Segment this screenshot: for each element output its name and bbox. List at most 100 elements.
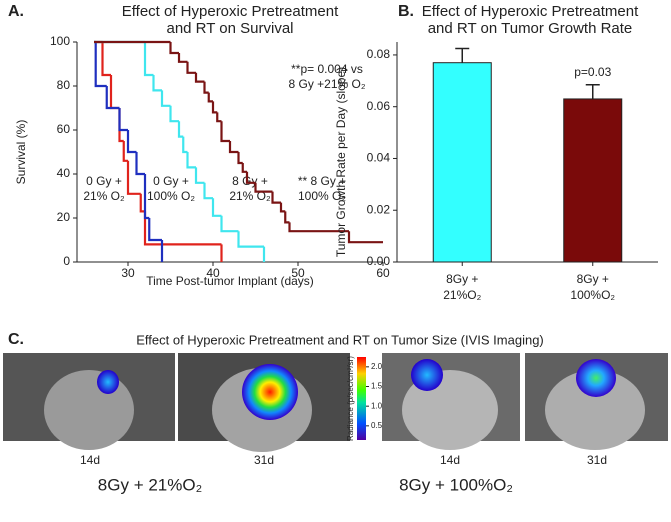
series-label: 21% O₂ [83, 189, 125, 203]
y-tick-label: 20 [57, 210, 71, 224]
annotation: 8 Gy +21% O₂ [288, 77, 365, 91]
x-tick-label: 40 [206, 266, 220, 280]
x-tick-label: 8Gy + [446, 272, 478, 286]
y-axis-label: Tumor Growth Rate per Day (slope) [334, 67, 348, 257]
survival-step [109, 75, 120, 110]
series-label: 100% O₂ [298, 189, 346, 203]
x-tick-label: 100%O₂ [570, 288, 615, 302]
signal [242, 364, 298, 420]
x-tick-label: 21%O₂ [443, 288, 481, 302]
survival-step [211, 101, 218, 114]
y-tick-label: 0.08 [367, 47, 391, 61]
signal [97, 370, 119, 394]
x-tick-label: 8Gy + [577, 272, 609, 286]
colorbar-label: Radiance (p/sec/cm²/sr) [346, 356, 355, 441]
group-label: 8Gy + 21%O₂ [98, 475, 202, 494]
y-tick-label: 0.00 [367, 254, 391, 268]
y-tick-label: 0.04 [367, 151, 391, 165]
survival-step [220, 215, 239, 233]
panel-title: Effect of Hyperoxic Pretreatment and RT … [136, 332, 544, 347]
chart-title: and RT on Survival [166, 20, 293, 37]
survival-step [105, 86, 120, 110]
panel-label: C. [8, 331, 24, 348]
y-tick-label: 100 [50, 34, 70, 48]
survival-step [126, 130, 137, 154]
survival-step [203, 182, 213, 200]
x-tick-label: 30 [121, 266, 135, 280]
series-label: 100% O₂ [147, 189, 195, 203]
survival-step [152, 75, 162, 92]
survival-step [143, 42, 154, 77]
bar [432, 62, 492, 263]
mouse-body [44, 370, 134, 450]
survival-step [220, 121, 230, 143]
x-tick-label: 60 [376, 266, 390, 280]
error-bar [455, 47, 470, 63]
colorbar-tick-label: 1.5 [371, 382, 383, 391]
survival-step [177, 121, 184, 138]
day-label: 31d [254, 453, 274, 467]
survival-step [122, 141, 128, 162]
survival-step [177, 53, 188, 63]
chart-title: Effect of Hyperoxic Pretreatment [422, 3, 639, 20]
mouse-body [545, 370, 645, 450]
day-label: 14d [440, 453, 460, 467]
survival-step [207, 92, 213, 103]
ivis-images [3, 353, 668, 452]
bar [563, 98, 623, 263]
colorbar [357, 357, 366, 440]
survival-step [237, 152, 243, 165]
survival-step [160, 90, 171, 107]
series-label: 0 Gy + [153, 174, 189, 188]
colorbar-tick-label: 0.5 [371, 421, 383, 430]
error-bar [585, 83, 600, 99]
y-axis-label: Survival (%) [14, 120, 28, 185]
survival-step [241, 163, 247, 173]
day-label: 31d [587, 453, 607, 467]
survival-step [245, 171, 256, 184]
series-label: 8 Gy + [232, 174, 268, 188]
survival-step [169, 42, 179, 55]
x-axis-label: Time Post-tumor Implant (days) [146, 274, 314, 288]
colorbar-tick-label: 1.0 [371, 401, 383, 410]
y-tick-label: 0.06 [367, 99, 391, 113]
survival-step [186, 152, 196, 169]
survival-step [237, 231, 264, 248]
survival-step [118, 108, 128, 132]
survival-step [254, 182, 273, 193]
survival-step [126, 160, 141, 195]
survival-step [135, 152, 145, 176]
colorbar-tick-label: 2.0 [371, 362, 383, 371]
y-tick-label: 0 [63, 254, 70, 268]
panel-label: B. [398, 3, 414, 20]
survival-step [169, 105, 179, 123]
survival-step [186, 61, 196, 74]
y-tick-label: 60 [57, 122, 71, 136]
survival-step [347, 231, 383, 244]
survival-step [279, 202, 286, 213]
survival-step [216, 112, 222, 123]
survival-step [271, 191, 281, 204]
survival-step [94, 42, 107, 88]
survival-step [139, 193, 145, 213]
survival-step [148, 218, 162, 242]
chart-title: Effect of Hyperoxic Pretreatment [122, 3, 339, 20]
y-tick-label: 0.02 [367, 202, 391, 216]
survival-step [194, 72, 205, 83]
survival-step [203, 81, 209, 94]
day-label: 14d [80, 453, 100, 467]
survival-step [288, 222, 349, 233]
signal [576, 359, 616, 397]
survival-step [284, 211, 290, 224]
y-tick-label: 40 [57, 166, 71, 180]
survival-step [211, 198, 222, 217]
survival-step [143, 211, 222, 246]
survival-step [194, 167, 205, 184]
series-label: 0 Gy + [86, 174, 122, 188]
survival-step [182, 136, 188, 154]
annotation: p=0.03 [574, 65, 611, 79]
y-tick-label: 80 [57, 78, 71, 92]
signal [411, 359, 443, 391]
chart-title: and RT on Tumor Growth Rate [428, 20, 633, 37]
